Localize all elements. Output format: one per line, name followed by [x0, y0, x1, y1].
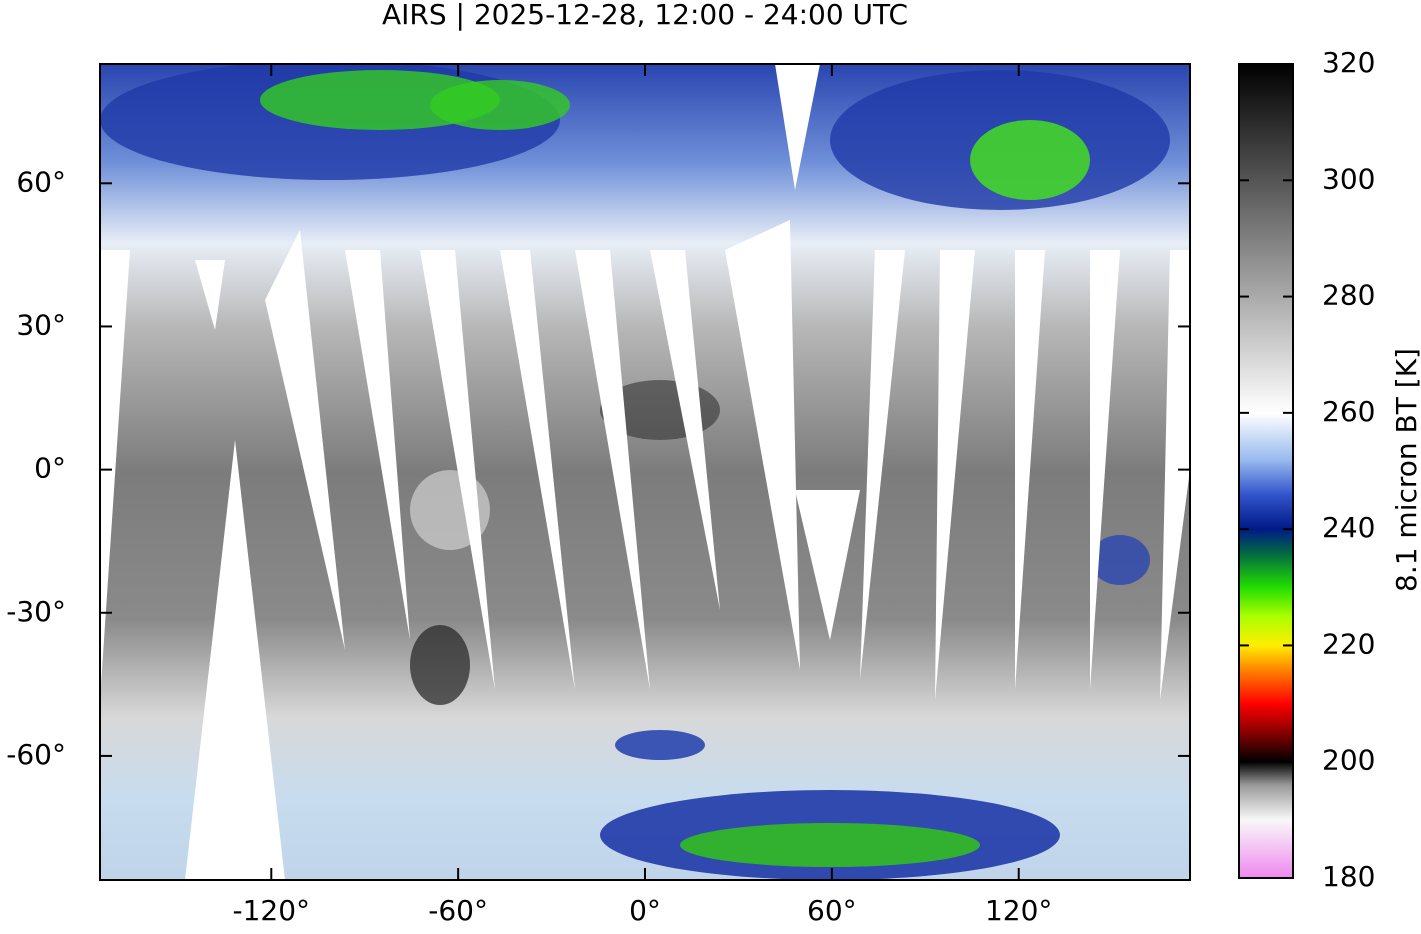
colorbar-tick-label: 200	[1322, 744, 1375, 777]
colorbar-tick-label: 280	[1322, 279, 1375, 312]
colorbar-label: 8.1 micron BT [K]	[1390, 348, 1421, 592]
colorbar-tick-label: 260	[1322, 395, 1375, 428]
y-tick-label: -60°	[6, 738, 66, 771]
colorbar-tick-label: 300	[1322, 162, 1375, 195]
satellite-image	[100, 64, 1190, 880]
x-tick-label: 0°	[629, 894, 661, 927]
x-tick-label: 120°	[985, 894, 1052, 927]
y-tick-label: 60°	[16, 165, 66, 198]
y-tick-label: 0°	[34, 452, 66, 485]
map-title: AIRS | 2025-12-28, 12:00 - 24:00 UTC	[382, 0, 908, 31]
colorbar-tick-label: 240	[1322, 511, 1375, 544]
y-tick-label: 30°	[16, 308, 66, 341]
colorbar-tick-label: 220	[1322, 627, 1375, 660]
y-tick-label: -30°	[6, 595, 66, 628]
colorbar-tick-label: 180	[1322, 860, 1375, 893]
x-tick-label: -60°	[428, 894, 488, 927]
colorbar-tick-label: 320	[1322, 46, 1375, 79]
x-tick-label: -120°	[233, 894, 311, 927]
colorbar	[1238, 63, 1294, 879]
x-tick-label: 60°	[807, 894, 857, 927]
